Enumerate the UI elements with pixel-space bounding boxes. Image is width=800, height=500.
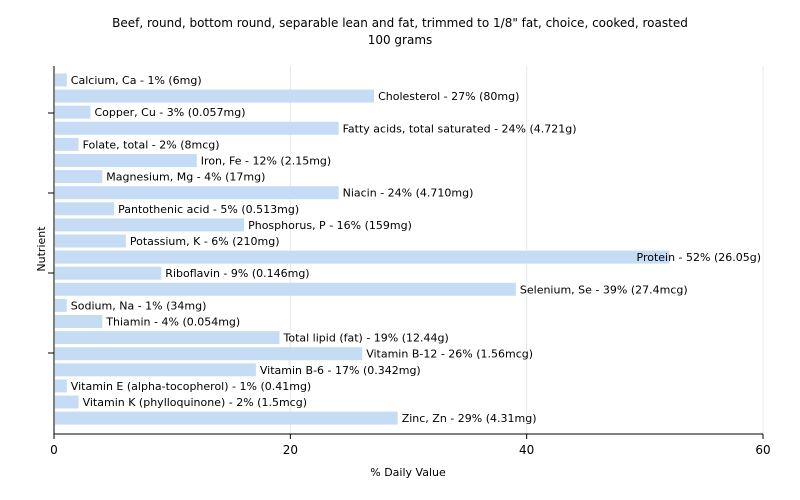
bar-label: Vitamin E (alpha-tocopherol) - 1% (0.41m… <box>71 380 311 393</box>
bar <box>55 298 67 312</box>
bar <box>55 315 103 328</box>
bar <box>55 331 280 345</box>
x-tick-label: 0 <box>50 443 58 457</box>
bar-label: Phosphorus, P - 16% (159mg) <box>248 219 412 232</box>
bar <box>55 154 197 167</box>
bar <box>55 170 103 184</box>
axes: 0 20 40 60 <box>48 66 771 457</box>
bar-label: Calcium, Ca - 1% (6mg) <box>71 74 202 87</box>
bar-label: Iron, Fe - 12% (2.15mg) <box>201 155 331 168</box>
bar-label: Protein - 52% (26.05g) <box>637 251 762 264</box>
bar <box>55 186 339 200</box>
chart-subtitle: 100 grams <box>368 33 433 47</box>
bar-label: Potassium, K - 6% (210mg) <box>130 235 280 248</box>
plot-area <box>54 66 763 434</box>
x-tick-label: 20 <box>283 443 298 457</box>
y-axis-title: Nutrient <box>35 226 48 272</box>
bar-label: Copper, Cu - 3% (0.057mg) <box>95 106 246 119</box>
bar-label: Zinc, Zn - 29% (4.31mg) <box>402 412 537 425</box>
chart-title: Beef, round, bottom round, separable lea… <box>112 16 688 30</box>
bar-label: Sodium, Na - 1% (34mg) <box>71 299 207 312</box>
bar-label: Magnesium, Mg - 4% (17mg) <box>106 171 265 184</box>
x-tick-label: 40 <box>519 443 534 457</box>
bars <box>55 73 670 425</box>
bar <box>55 218 245 232</box>
bar <box>55 105 91 119</box>
bar-label: Thiamin - 4% (0.054mg) <box>105 316 240 329</box>
x-axis-title: % Daily Value <box>370 466 446 479</box>
bar <box>55 379 67 393</box>
bar <box>55 266 162 280</box>
bar-label: Selenium, Se - 39% (27.4mcg) <box>520 283 688 296</box>
bar-label: Riboflavin - 9% (0.146mg) <box>165 267 309 280</box>
bar <box>55 73 67 87</box>
bar <box>55 411 398 425</box>
bar-label: Fatty acids, total saturated - 24% (4.72… <box>343 122 577 135</box>
x-tick-label: 60 <box>755 443 770 457</box>
bar <box>55 121 339 135</box>
bar <box>55 137 79 151</box>
bar <box>55 250 670 264</box>
bar <box>55 282 516 296</box>
bar-label: Total lipid (fat) - 19% (12.44g) <box>283 332 449 345</box>
bar-label: Vitamin B-12 - 26% (1.56mcg) <box>366 348 533 361</box>
bar-label: Vitamin K (phylloquinone) - 2% (1.5mcg) <box>83 396 307 409</box>
bar-label: Vitamin B-6 - 17% (0.342mg) <box>260 364 421 377</box>
bar <box>55 363 256 377</box>
bar-labels: Calcium, Ca - 1% (6mg) Cholesterol - 27% … <box>71 74 761 425</box>
bar-label: Folate, total - 2% (8mcg) <box>83 138 220 151</box>
bar <box>55 202 115 216</box>
bar <box>55 234 126 248</box>
bar-label: Cholesterol - 27% (80mg) <box>378 90 519 103</box>
bar-label: Pantothenic acid - 5% (0.513mg) <box>118 203 299 216</box>
bar <box>55 395 79 409</box>
bar <box>55 347 363 361</box>
bar-label: Niacin - 24% (4.710mg) <box>343 187 474 200</box>
bar <box>55 89 375 103</box>
